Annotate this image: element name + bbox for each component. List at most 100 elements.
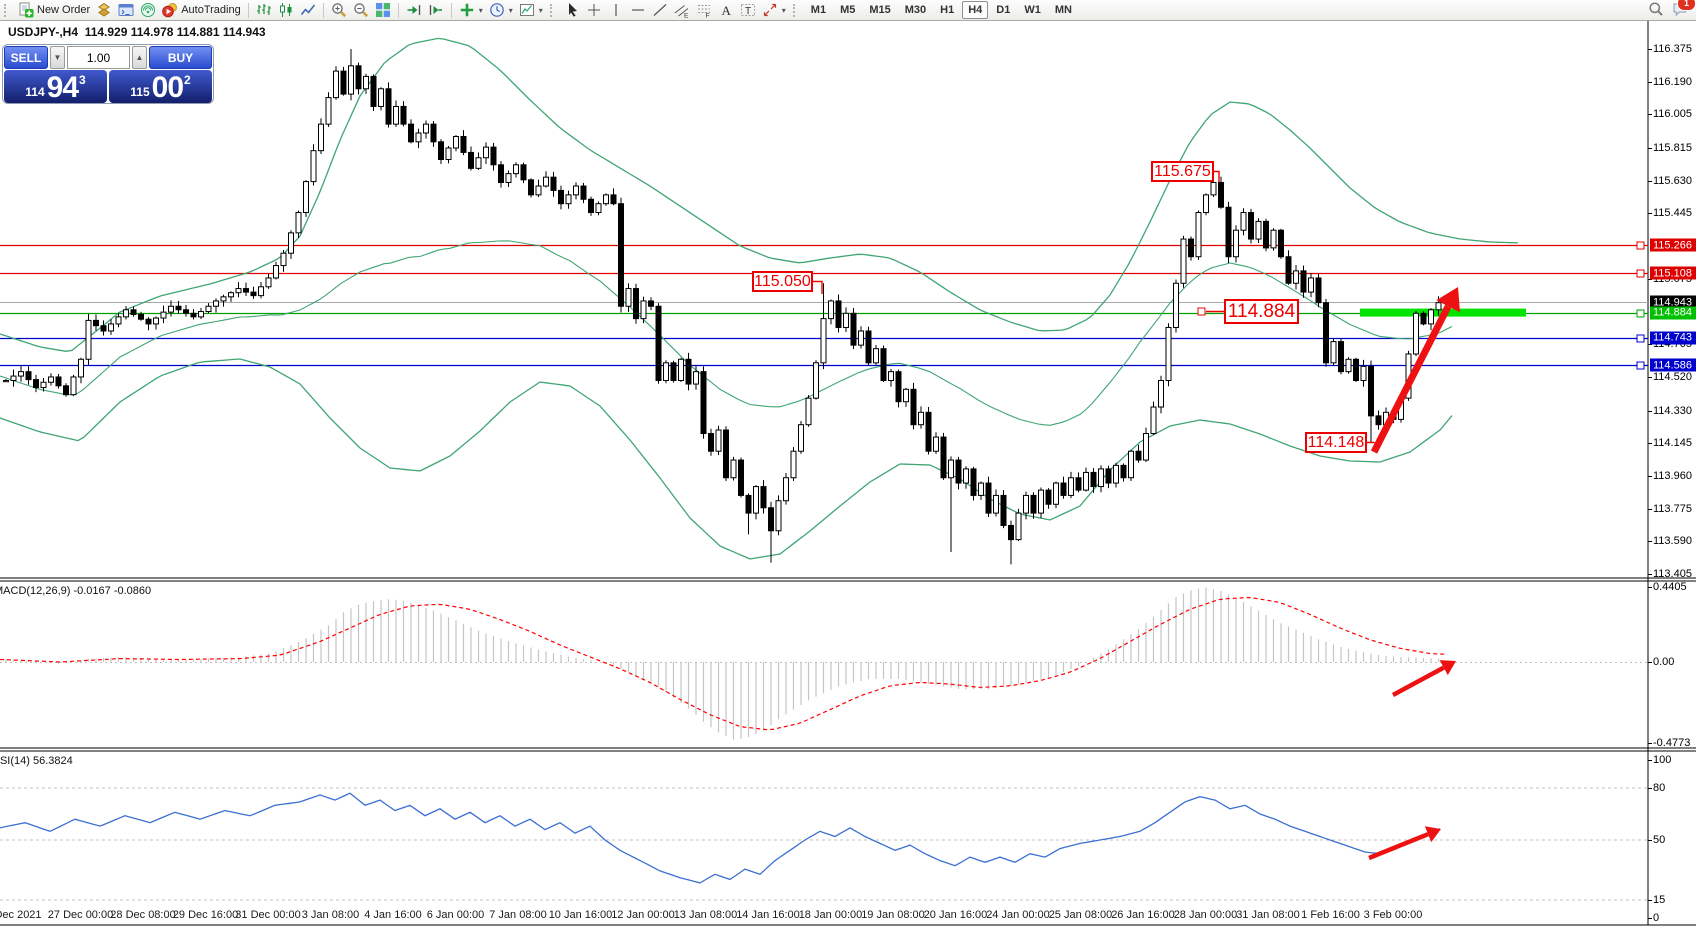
toolbar-button-indicators[interactable]: ▾ <box>456 1 486 19</box>
buy-price-display[interactable]: 115 00 2 <box>109 70 212 103</box>
timeframe-button-m1[interactable]: M1 <box>810 4 827 16</box>
price-annotation[interactable]: 114.148 <box>1305 432 1367 453</box>
candle-body <box>115 316 122 325</box>
trend-arrow-head[interactable] <box>1436 287 1461 313</box>
trend-arrow[interactable] <box>1391 665 1445 697</box>
timeframe-button-m5[interactable]: M5 <box>840 4 856 16</box>
hline-anchor[interactable] <box>1636 269 1645 278</box>
toolbar-button-signals[interactable] <box>137 1 159 19</box>
price-annotation[interactable]: 114.884 <box>1224 299 1299 324</box>
toolbar-button-auto-scroll[interactable] <box>403 1 425 19</box>
toolbar-button-cursor[interactable] <box>561 1 583 19</box>
timeframe-button-m30[interactable]: M30 <box>904 4 927 16</box>
candle-body <box>1060 482 1067 496</box>
candle-body <box>265 277 272 288</box>
toolbar-button-line-chart[interactable] <box>297 1 319 19</box>
chart-canvas[interactable] <box>0 20 1696 942</box>
toolbar-button-chart-shift[interactable] <box>425 1 447 19</box>
trend-arrow[interactable] <box>1368 832 1429 861</box>
toolbar-button-autotrading[interactable]: AutoTrading <box>159 1 244 19</box>
candle-body <box>1038 489 1044 514</box>
timeframe-button-w1[interactable]: W1 <box>1024 4 1041 16</box>
toolbar-button-vertical-line[interactable] <box>605 1 627 19</box>
time-axis-label: 28 Dec 08:00 <box>110 909 176 921</box>
toolbar-button-bar-chart[interactable] <box>253 1 275 19</box>
volume-input[interactable]: 1.00 <box>67 46 130 69</box>
toolbar-button-metaeditor[interactable] <box>115 1 137 19</box>
dropdown-caret-icon[interactable]: ▾ <box>508 5 513 15</box>
line-chart-icon <box>300 4 315 15</box>
toolbar-button-horizontal-line[interactable] <box>627 1 649 19</box>
time-axis-label: 3 Feb 00:00 <box>1363 909 1423 921</box>
dropdown-caret-icon[interactable]: ▾ <box>478 5 483 15</box>
candle-body <box>453 136 459 149</box>
rsi-tick-label: 50 <box>1653 834 1666 846</box>
toolbar-button-crosshair[interactable] <box>583 1 605 19</box>
annotation-connector <box>1214 170 1220 182</box>
trend-arrow-head[interactable] <box>1439 660 1456 676</box>
sell-price-display[interactable]: 114 94 3 <box>4 70 107 103</box>
toolbar-button-tile-windows[interactable] <box>372 1 394 19</box>
candle-body <box>318 123 324 152</box>
candle-body <box>760 486 767 509</box>
timeframe-button-mn[interactable]: MN <box>1054 4 1072 16</box>
candle-body <box>1015 512 1022 541</box>
candle-body <box>100 325 107 332</box>
candle-body <box>408 123 414 143</box>
volume-increase-button[interactable]: ▲ <box>132 46 147 69</box>
candle-body <box>910 388 917 426</box>
hline-anchor[interactable] <box>1636 334 1645 343</box>
buy-button[interactable]: BUY <box>149 46 212 69</box>
candle-body <box>835 300 842 328</box>
toolbar-button-zoom-in[interactable] <box>328 1 350 19</box>
toolbar-button-templates[interactable]: ▾ <box>516 1 546 19</box>
toolbar-button-text[interactable]: A <box>715 1 737 19</box>
rsi-tick-label: 15 <box>1653 894 1666 906</box>
hline-anchor[interactable] <box>1636 309 1645 318</box>
toolbar-notifications-button[interactable]: 1 <box>1672 0 1696 20</box>
timeframe-button-h1[interactable]: H1 <box>940 4 955 16</box>
toolbar-button-fibonacci[interactable]: F <box>693 1 715 19</box>
candle-body <box>228 292 234 298</box>
price-annotation[interactable]: 115.675 <box>1151 161 1214 182</box>
crosshair-icon <box>587 4 600 16</box>
toolbar-separator <box>397 2 399 18</box>
toolbar-button-chart-profile[interactable] <box>93 1 115 19</box>
candle-body <box>798 424 804 452</box>
candle-body <box>348 65 354 95</box>
toolbar-search-button[interactable] <box>1648 1 1664 20</box>
candle-body <box>415 132 422 143</box>
dropdown-caret-icon[interactable]: ▾ <box>538 5 543 15</box>
toolbar-button-arrows[interactable]: ▾ <box>759 1 789 19</box>
trend-arrow-head[interactable] <box>1424 826 1441 843</box>
annotation-anchor[interactable] <box>1197 307 1206 316</box>
timeframe-button-m15[interactable]: M15 <box>869 4 891 16</box>
toolbar-button-periods[interactable]: ▾ <box>486 1 516 19</box>
hline-anchor[interactable] <box>1636 241 1645 250</box>
sell-button[interactable]: SELL <box>4 46 48 69</box>
candle-body <box>813 362 819 399</box>
candle-body <box>1128 450 1134 479</box>
candle-body <box>783 477 789 502</box>
dropdown-caret-icon[interactable]: ▾ <box>781 5 786 15</box>
price-annotation[interactable]: 115.050 <box>752 271 813 292</box>
toolbar-button-trendline[interactable] <box>649 1 671 19</box>
annotation-connector <box>813 280 823 294</box>
trend-arrow[interactable] <box>1370 304 1452 454</box>
candle-body <box>678 358 684 381</box>
toolbar-button-candlestick-chart[interactable] <box>275 1 297 19</box>
candle-body <box>1293 270 1299 284</box>
channel-icon: E <box>674 5 689 19</box>
time-axis-label: 6 Jan 00:00 <box>426 909 485 921</box>
toolbar-button-new-order[interactable]: New Order <box>15 1 93 19</box>
toolbar-button-text-label[interactable]: T <box>737 1 759 19</box>
svg-text:E: E <box>684 13 689 19</box>
volume-decrease-button[interactable]: ▼ <box>50 46 65 69</box>
chart-area[interactable]: USDJPY-,H4 114.929 114.978 114.881 114.9… <box>0 20 1696 942</box>
timeframe-button-d1[interactable]: D1 <box>996 4 1011 16</box>
hline-anchor[interactable] <box>1636 361 1645 370</box>
timeframe-button-h4[interactable]: H4 <box>962 1 989 19</box>
candle-body <box>903 388 909 403</box>
toolbar-button-channel[interactable]: E <box>671 1 693 19</box>
toolbar-button-zoom-out[interactable] <box>350 1 372 19</box>
